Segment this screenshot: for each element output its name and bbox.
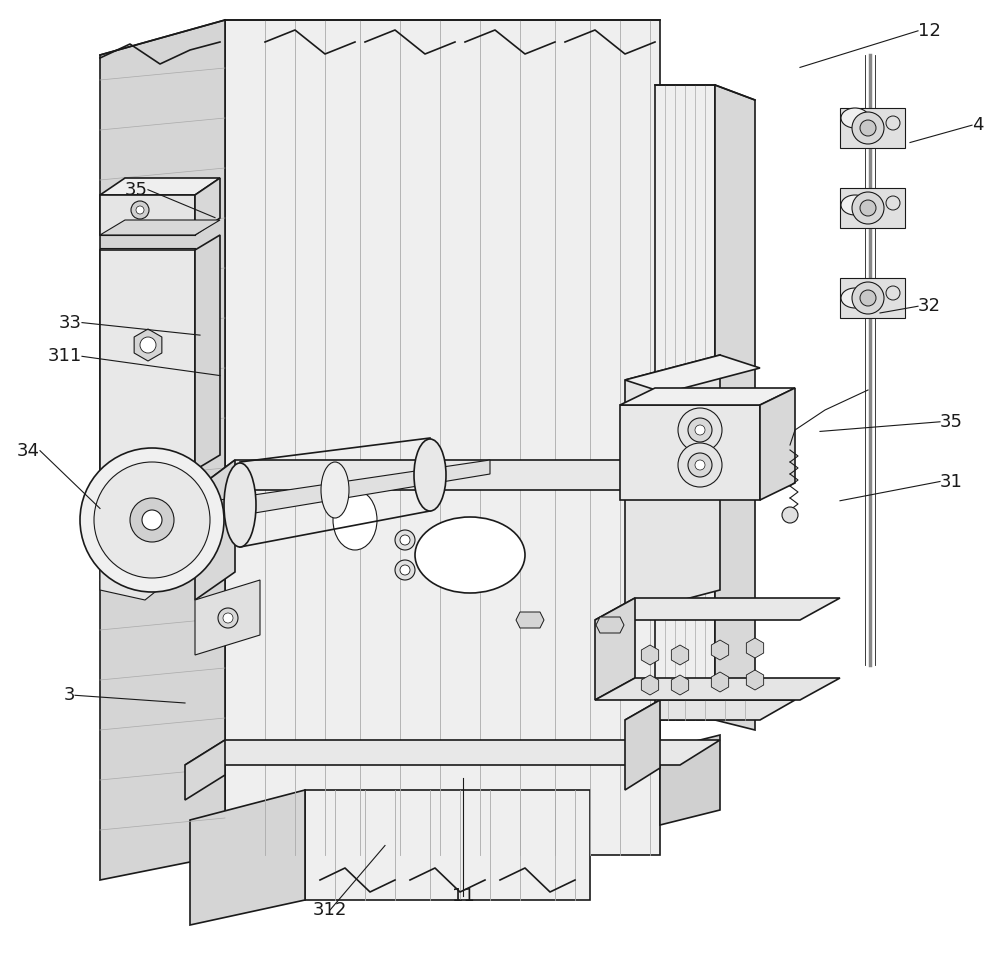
Circle shape	[852, 112, 884, 144]
Polygon shape	[840, 278, 905, 318]
Circle shape	[678, 443, 722, 487]
Circle shape	[852, 192, 884, 224]
Circle shape	[395, 530, 415, 550]
Polygon shape	[760, 388, 795, 500]
Polygon shape	[195, 460, 235, 600]
Polygon shape	[100, 470, 195, 600]
Ellipse shape	[841, 288, 869, 308]
Text: 12: 12	[918, 22, 941, 39]
Polygon shape	[715, 85, 755, 730]
Polygon shape	[595, 598, 635, 700]
Circle shape	[886, 116, 900, 130]
Circle shape	[860, 120, 876, 136]
Circle shape	[395, 560, 415, 580]
Circle shape	[223, 613, 233, 623]
Circle shape	[400, 565, 410, 575]
Polygon shape	[625, 700, 660, 790]
Polygon shape	[185, 740, 225, 800]
Text: 3: 3	[64, 687, 75, 704]
Polygon shape	[100, 220, 220, 235]
Polygon shape	[711, 672, 729, 692]
Polygon shape	[185, 740, 720, 765]
Circle shape	[131, 201, 149, 219]
Polygon shape	[655, 85, 715, 720]
Polygon shape	[516, 612, 544, 628]
Circle shape	[136, 206, 144, 214]
Text: 4: 4	[972, 117, 984, 134]
Text: 35: 35	[125, 181, 148, 198]
Circle shape	[695, 425, 705, 435]
Ellipse shape	[415, 517, 525, 593]
Circle shape	[886, 196, 900, 210]
Circle shape	[142, 510, 162, 530]
Polygon shape	[225, 20, 660, 855]
Polygon shape	[746, 638, 764, 658]
Polygon shape	[746, 670, 764, 690]
Ellipse shape	[224, 463, 256, 547]
Polygon shape	[100, 250, 195, 470]
Polygon shape	[620, 388, 795, 405]
Polygon shape	[100, 178, 220, 195]
Text: 33: 33	[59, 314, 82, 331]
Circle shape	[695, 460, 705, 470]
Polygon shape	[671, 645, 689, 665]
Polygon shape	[671, 675, 689, 695]
Polygon shape	[641, 645, 659, 665]
Polygon shape	[134, 329, 162, 361]
Polygon shape	[711, 640, 729, 660]
Circle shape	[860, 200, 876, 216]
Polygon shape	[625, 355, 760, 393]
Circle shape	[218, 608, 238, 628]
Polygon shape	[641, 675, 659, 695]
Text: 34: 34	[17, 442, 40, 459]
Polygon shape	[190, 790, 305, 925]
Circle shape	[678, 408, 722, 452]
Ellipse shape	[841, 195, 869, 215]
Circle shape	[886, 286, 900, 300]
Polygon shape	[625, 355, 720, 615]
Circle shape	[94, 462, 210, 578]
Circle shape	[140, 337, 156, 353]
Circle shape	[80, 448, 224, 592]
Ellipse shape	[321, 462, 349, 518]
Polygon shape	[596, 617, 624, 633]
Text: 31: 31	[940, 473, 963, 490]
Ellipse shape	[333, 490, 377, 550]
Text: 312: 312	[313, 901, 347, 919]
Text: 32: 32	[918, 298, 941, 315]
Circle shape	[688, 453, 712, 477]
Polygon shape	[840, 108, 905, 148]
Circle shape	[852, 282, 884, 314]
Ellipse shape	[414, 439, 446, 511]
Polygon shape	[100, 20, 225, 880]
Polygon shape	[625, 700, 795, 720]
Polygon shape	[100, 195, 195, 235]
Polygon shape	[660, 735, 720, 825]
Polygon shape	[620, 405, 760, 500]
Ellipse shape	[841, 108, 869, 128]
Text: 35: 35	[940, 413, 963, 430]
Circle shape	[782, 507, 798, 523]
Text: 311: 311	[48, 348, 82, 365]
Circle shape	[860, 290, 876, 306]
Polygon shape	[305, 790, 590, 900]
Text: 11: 11	[452, 887, 474, 904]
Polygon shape	[195, 460, 720, 490]
Polygon shape	[152, 460, 490, 530]
Polygon shape	[595, 598, 840, 620]
Circle shape	[400, 535, 410, 545]
Polygon shape	[195, 580, 260, 655]
Polygon shape	[195, 235, 220, 470]
Circle shape	[688, 418, 712, 442]
Polygon shape	[595, 678, 840, 700]
Polygon shape	[840, 188, 905, 228]
Polygon shape	[195, 178, 220, 235]
Circle shape	[130, 498, 174, 542]
